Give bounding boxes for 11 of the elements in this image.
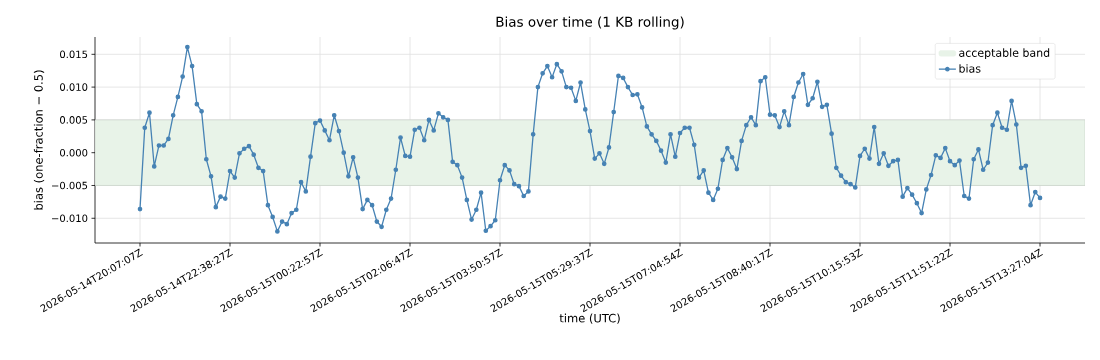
y-tick-label: 0.000 [60,148,88,157]
legend-label: acceptable band [959,48,1050,60]
y-axis-title: bias (one-fraction − 0.5) [33,70,45,210]
y-tick-label: −0.005 [52,181,88,190]
y-tick-label: 0.015 [60,50,88,59]
chart-title: Bias over time (1 KB rolling) [496,16,684,30]
x-axis-title: time (UTC) [559,313,620,324]
y-tick-label: −0.010 [52,214,88,223]
y-tick-label: 0.010 [60,83,88,91]
y-tick-label: 0.005 [60,116,88,124]
legend-label: bias [959,64,981,73]
